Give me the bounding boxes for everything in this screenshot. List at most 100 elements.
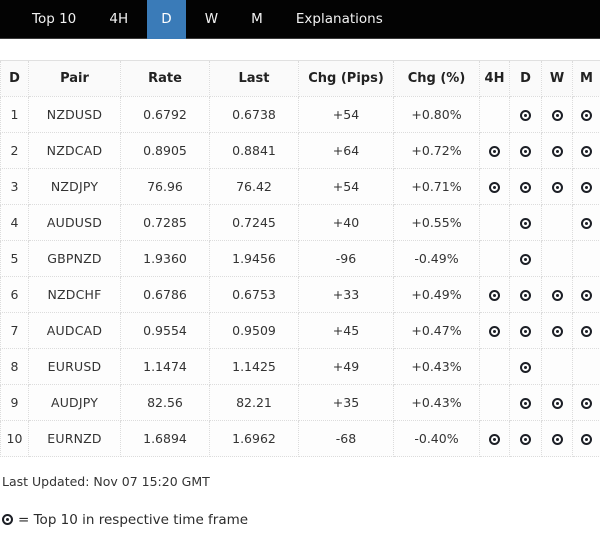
chg-pct-cell: +0.43% [393, 384, 480, 421]
tf-m-cell [572, 96, 600, 133]
tab-m[interactable]: M [251, 11, 263, 27]
bullseye-icon [551, 110, 563, 121]
tf-m-cell [572, 132, 600, 169]
rank-cell: 2 [0, 132, 29, 169]
tf-w-cell [541, 96, 573, 133]
tf-4h-cell [479, 132, 510, 169]
rate-cell: 82.56 [120, 384, 210, 421]
tf-d-cell [509, 312, 542, 349]
table-row: 8 EURUSD 1.1474 1.1425 +49 +0.43% [0, 348, 600, 385]
tab-4h[interactable]: 4H [109, 11, 129, 27]
pair-cell: NZDCAD [28, 132, 121, 169]
chg-pips-cell: -96 [298, 240, 394, 277]
tf-4h-cell [479, 96, 510, 133]
bullseye-icon [551, 434, 563, 445]
rank-cell: 1 [0, 96, 29, 133]
tf-m-cell [572, 240, 600, 277]
tab-w[interactable]: W [204, 11, 219, 27]
bullseye-icon [581, 182, 592, 193]
rate-cell: 1.6894 [120, 420, 210, 457]
tf-w-cell [541, 420, 573, 457]
bullseye-icon [489, 146, 500, 157]
last-cell: 1.9456 [209, 240, 299, 277]
tf-4h-cell [479, 384, 510, 421]
last-cell: 0.8841 [209, 132, 299, 169]
table-row: 9 AUDJPY 82.56 82.21 +35 +0.43% [0, 384, 600, 421]
last-cell: 76.42 [209, 168, 299, 205]
pair-cell: AUDUSD [28, 204, 121, 241]
bullseye-icon [551, 146, 563, 157]
tab-top-10[interactable]: Top 10 [32, 11, 77, 27]
chg-pct-cell: +0.71% [393, 168, 480, 205]
last-cell: 0.6738 [209, 96, 299, 133]
chg-pips-cell: +40 [298, 204, 394, 241]
rank-cell: 4 [0, 204, 29, 241]
col-header-chg-pct: Chg (%) [393, 60, 480, 97]
tf-d-cell [509, 204, 542, 241]
chg-pct-cell: -0.49% [393, 240, 480, 277]
tf-4h-cell [479, 240, 510, 277]
bullseye-icon [581, 398, 592, 409]
rank-cell: 8 [0, 348, 29, 385]
tf-d-cell [509, 384, 542, 421]
tf-d-cell [509, 96, 542, 133]
tf-4h-cell [479, 168, 510, 205]
bullseye-icon [520, 326, 531, 337]
bullseye-icon [2, 513, 13, 525]
rate-cell: 0.8905 [120, 132, 210, 169]
tf-d-cell [509, 168, 542, 205]
bullseye-icon [520, 362, 531, 373]
table-row: 5 GBPNZD 1.9360 1.9456 -96 -0.49% [0, 240, 600, 277]
col-header-4h: 4H [479, 60, 510, 97]
tab-d[interactable]: D [147, 0, 186, 39]
tf-m-cell [572, 420, 600, 457]
chg-pct-cell: +0.80% [393, 96, 480, 133]
pair-cell: EURUSD [28, 348, 121, 385]
rate-cell: 0.9554 [120, 312, 210, 349]
pair-cell: NZDCHF [28, 276, 121, 313]
last-cell: 0.6753 [209, 276, 299, 313]
table-row: 3 NZDJPY 76.96 76.42 +54 +0.71% [0, 168, 600, 205]
tf-w-cell [541, 132, 573, 169]
chg-pips-cell: -68 [298, 420, 394, 457]
chg-pct-cell: +0.47% [393, 312, 480, 349]
last-cell: 1.6962 [209, 420, 299, 457]
rank-cell: 10 [0, 420, 29, 457]
chg-pips-cell: +33 [298, 276, 394, 313]
chg-pips-cell: +35 [298, 384, 394, 421]
tab-explanations[interactable]: Explanations [295, 11, 383, 27]
col-header-rate: Rate [120, 60, 210, 97]
last-cell: 82.21 [209, 384, 299, 421]
tf-d-cell [509, 276, 542, 313]
chg-pips-cell: +45 [298, 312, 394, 349]
bullseye-icon [489, 434, 500, 445]
bullseye-icon [581, 110, 592, 121]
legend: = Top 10 in respective time frame [2, 512, 600, 528]
bullseye-icon [520, 254, 531, 265]
rank-cell: 7 [0, 312, 29, 349]
tf-d-cell [509, 348, 542, 385]
chg-pips-cell: +54 [298, 96, 394, 133]
tf-m-cell [572, 276, 600, 313]
last-updated-text: Last Updated: Nov 07 15:20 GMT [2, 474, 210, 489]
rate-cell: 76.96 [120, 168, 210, 205]
tf-w-cell [541, 384, 573, 421]
pair-cell: NZDJPY [28, 168, 121, 205]
pair-cell: GBPNZD [28, 240, 121, 277]
rate-cell: 0.6792 [120, 96, 210, 133]
col-header-d: D [509, 60, 542, 97]
chg-pct-cell: +0.43% [393, 348, 480, 385]
bullseye-icon [581, 326, 592, 337]
tf-4h-cell [479, 312, 510, 349]
tf-m-cell [572, 168, 600, 205]
table-row: 4 AUDUSD 0.7285 0.7245 +40 +0.55% [0, 204, 600, 241]
top10-table: D Pair Rate Last Chg (Pips) Chg (%) 4H D… [0, 60, 600, 457]
col-header-last: Last [209, 60, 299, 97]
col-header-rank: D [0, 60, 29, 97]
bullseye-icon [551, 290, 563, 301]
table-row: 1 NZDUSD 0.6792 0.6738 +54 +0.80% [0, 96, 600, 133]
rank-cell: 9 [0, 384, 29, 421]
bullseye-icon [551, 326, 563, 337]
bullseye-icon [520, 290, 531, 301]
col-header-chg-pips: Chg (Pips) [298, 60, 394, 97]
